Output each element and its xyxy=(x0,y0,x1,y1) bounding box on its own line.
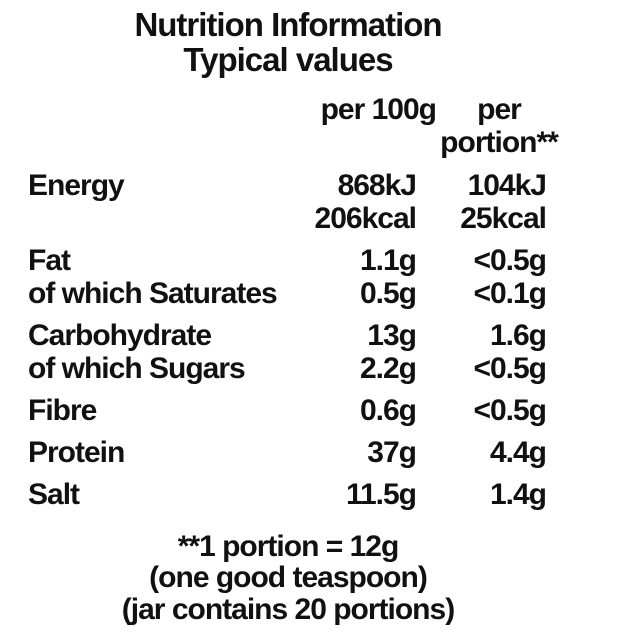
value-per-portion: 104kJ xyxy=(467,169,547,203)
value-per-100g: 868kJ xyxy=(337,169,417,203)
value-per-100g: 37g xyxy=(367,436,417,470)
table-row-protein: Protein 37g 4.4g xyxy=(0,436,576,469)
value-per-portion: 25kcal xyxy=(460,202,547,236)
row-label: of which Saturates xyxy=(28,277,278,311)
table-row-carbohydrate: Carbohydrate 13g 1.6g xyxy=(0,319,576,352)
column-header-per-100g: per 100g xyxy=(320,93,437,127)
value-per-portion: <0.1g xyxy=(473,277,547,311)
value-per-100g: 206kcal xyxy=(314,202,417,236)
row-label: of which Sugars xyxy=(28,352,246,386)
value-per-100g: 0.6g xyxy=(359,394,417,428)
label-subtitle: Typical values xyxy=(183,40,393,78)
label-title: Nutrition Information xyxy=(134,6,442,43)
value-per-portion: 1.6g xyxy=(489,319,547,353)
table-row-energy: Energy 868kJ 104kJ xyxy=(0,169,576,202)
column-header-per-portion: per portion** xyxy=(416,93,582,159)
column-header-spacer xyxy=(28,93,301,159)
value-per-portion: <0.5g xyxy=(473,352,547,386)
table-row-fat: Fat 1.1g <0.5g xyxy=(0,244,576,277)
portion-footnote: **1 portion = 12g (one good teaspoon) (j… xyxy=(0,531,576,625)
column-header-row: per 100g per portion** xyxy=(0,93,576,159)
value-per-portion: 4.4g xyxy=(489,436,547,470)
value-per-100g: 11.5g xyxy=(345,478,417,512)
column-header-per-portion-line2: portion** xyxy=(440,126,559,160)
footnote-teaspoon: (one good teaspoon) xyxy=(149,561,428,595)
row-label: Protein xyxy=(28,436,125,470)
table-row-sugars: of which Sugars 2.2g <0.5g xyxy=(0,352,576,385)
row-label: Carbohydrate xyxy=(28,319,212,353)
value-per-portion: <0.5g xyxy=(473,244,547,278)
row-label: Salt xyxy=(28,478,80,512)
row-label xyxy=(28,202,301,235)
value-per-100g: 13g xyxy=(367,319,417,353)
label-title-block: Nutrition Information Typical values xyxy=(0,6,576,78)
table-row-salt: Salt 11.5g 1.4g xyxy=(0,478,576,511)
row-label: Fat xyxy=(28,244,71,278)
value-per-portion: 1.4g xyxy=(489,478,547,512)
value-per-100g: 1.1g xyxy=(359,244,417,278)
value-per-100g: 2.2g xyxy=(359,352,417,386)
table-row-fibre: Fibre 0.6g <0.5g xyxy=(0,394,576,427)
column-header-per-portion-line1: per xyxy=(477,93,522,127)
value-per-portion: <0.5g xyxy=(473,394,547,428)
value-per-100g: 0.5g xyxy=(359,277,417,311)
table-row-saturates: of which Saturates 0.5g <0.1g xyxy=(0,277,576,310)
footnote-portion-size: **1 portion = 12g xyxy=(177,530,400,564)
row-label: Energy xyxy=(28,169,125,203)
table-row-energy-kcal: 206kcal 25kcal xyxy=(0,202,576,235)
row-label: Fibre xyxy=(28,394,97,428)
footnote-jar-portions: (jar contains 20 portions) xyxy=(121,592,455,626)
